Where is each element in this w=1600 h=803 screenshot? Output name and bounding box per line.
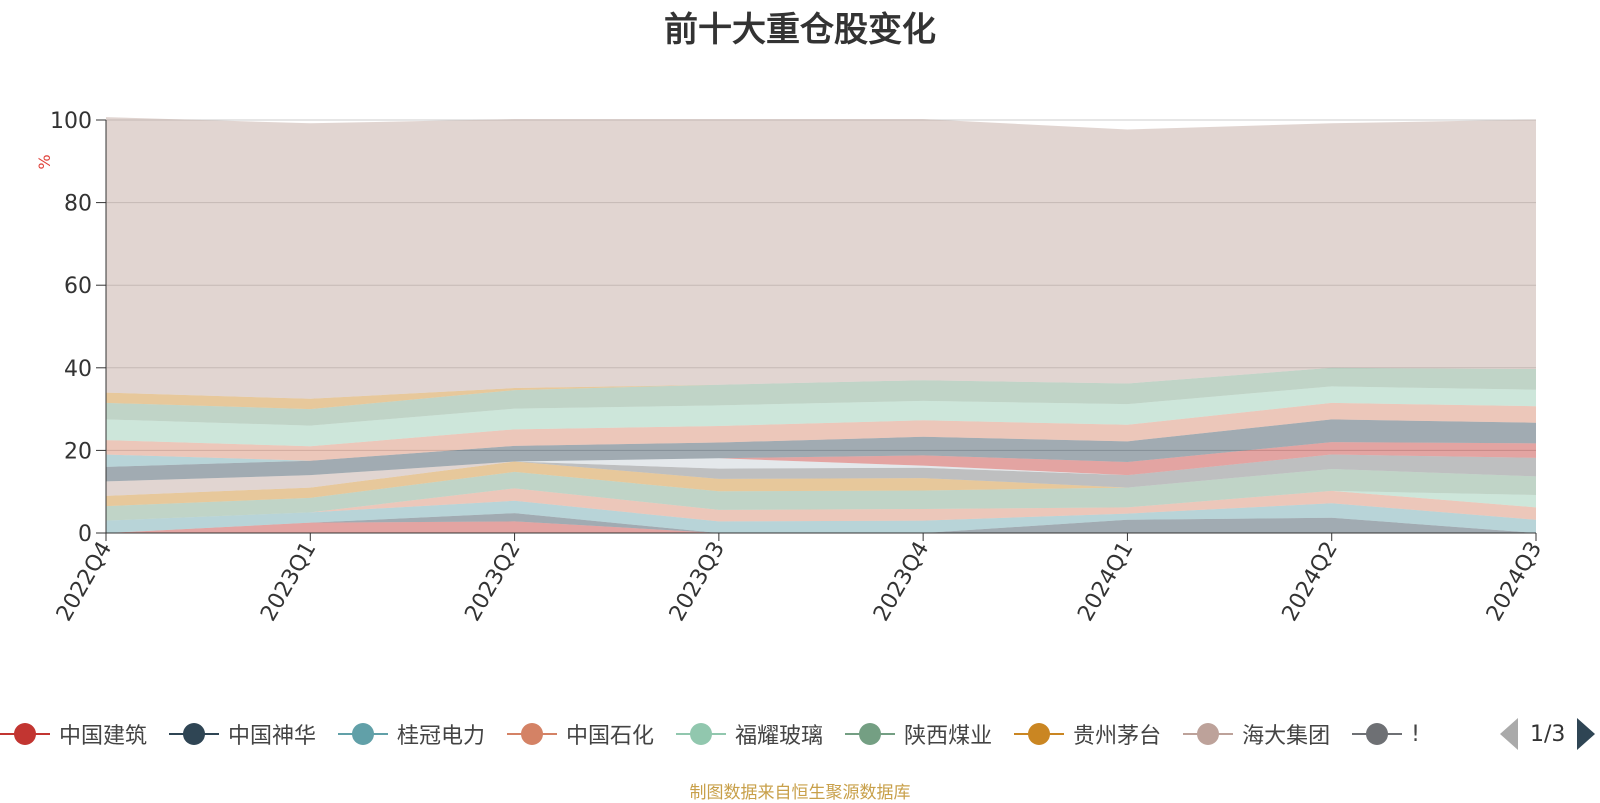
x-tick-label: 2023Q1 [256,538,321,626]
legend-marker-icon [1352,722,1403,746]
area-series-series-10 [106,454,1536,482]
legend: 中国建筑 中国神华 桂冠电力 中国石化 福耀玻璃 陕西煤业 贵州茅台 海大集团! [0,716,1485,752]
chart-title: 前十大重仓股变化 [664,10,936,50]
area-series-陕西煤业 [106,468,1536,521]
x-tick-label: 2023Q3 [665,538,730,626]
area-series-中国神华 [106,513,1536,533]
area-series-贵州茅台 [106,461,1536,507]
y-axis-unit-label: % [35,154,54,169]
legend-item[interactable]: 海大集团 [1183,716,1330,752]
legend-prev-arrow-icon[interactable] [1500,718,1518,750]
legend-label: 海大集团 [1242,724,1331,749]
y-tick-label: 100 [50,109,92,134]
y-tick-label: 80 [64,192,92,217]
legend-marker-icon [0,722,50,746]
area-series-series-11 [106,442,1536,482]
legend-label: ! [1411,721,1420,747]
legend-next-arrow-icon[interactable] [1577,718,1596,750]
area-series-series-13 [106,419,1536,467]
x-tick-label: 2024Q2 [1278,538,1343,626]
y-tick-label: 60 [64,274,92,299]
legend-item[interactable]: 中国神华 [169,716,316,752]
legend-page-indicator: 1/3 [1530,721,1566,747]
legend-label: 陕西煤业 [904,724,993,749]
area-series-series-17 [106,367,1536,410]
legend-label: 中国神华 [228,724,317,749]
area-series-series-12 [106,419,1536,482]
legend-item[interactable]: 福耀玻璃 [676,716,823,752]
legend-marker-icon [676,722,727,746]
legend-item[interactable]: 贵州茅台 [1014,716,1161,752]
y-tick-label: 0 [78,522,92,547]
y-tick-label: 40 [64,357,92,382]
legend-label: 中国石化 [566,724,655,749]
x-tick-label: 2023Q4 [869,538,934,626]
area-series-series-14 [106,402,1536,461]
x-tick-label: 2024Q3 [1482,538,1547,626]
area-series-桂冠电力 [106,500,1536,533]
x-tick-label: 2024Q1 [1073,538,1138,626]
area-series-series-18 [106,117,1536,399]
legend-item[interactable]: 中国建筑 [0,716,147,752]
area-series-series-15 [106,386,1536,447]
legend-label: 福耀玻璃 [735,724,824,749]
legend-marker-icon [845,722,896,746]
legend-label: 中国建筑 [59,724,148,749]
legend-item[interactable]: ! [1352,716,1420,752]
legend-marker-icon [169,722,220,746]
legend-item[interactable]: 桂冠电力 [338,716,485,752]
legend-item[interactable]: 中国石化 [507,716,654,752]
x-tick-label: 2023Q2 [460,538,525,626]
x-tick-label: 2022Q4 [52,538,117,626]
legend-label: 贵州茅台 [1073,724,1162,749]
chart-plot: 0 20 40 60 80 100% 2022Q4 2023Q1 2023Q2 2023Q3 202… [35,109,1547,626]
area-series-series-16 [106,367,1536,426]
legend-marker-icon [1014,722,1065,746]
area-series-series-9 [106,454,1536,488]
legend-item[interactable]: 陕西煤业 [845,716,992,752]
legend-marker-icon [507,722,558,746]
legend-pager: 1/3 [1500,716,1596,752]
area-series-中国建筑 [106,521,1536,533]
y-tick-label: 20 [64,439,92,464]
legend-marker-icon [1183,722,1234,746]
legend-label: 桂冠电力 [397,724,486,749]
source-note: 制图数据来自恒生聚源数据库 [689,783,911,803]
area-series-中国石化 [106,488,1536,522]
legend-marker-icon [338,722,389,746]
